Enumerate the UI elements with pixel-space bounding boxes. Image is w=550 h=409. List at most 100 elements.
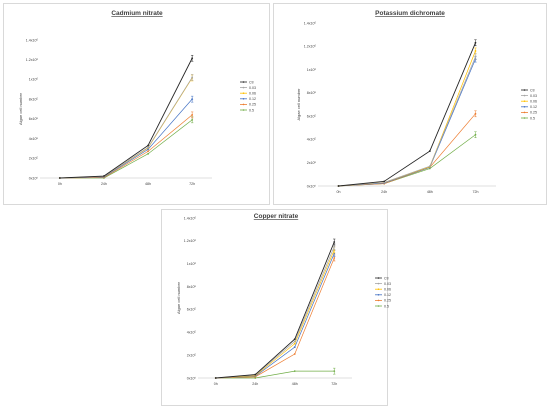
- y-axis-title: Algae cell number: [176, 281, 181, 314]
- data-point: [147, 146, 149, 149]
- y-tick-label: 8x10⁵: [29, 97, 39, 101]
- legend-marker: [242, 98, 245, 100]
- legend-marker: [242, 103, 245, 106]
- data-point: [191, 98, 194, 101]
- data-point: [474, 133, 477, 136]
- data-point: [474, 55, 477, 58]
- data-point: [333, 370, 336, 373]
- y-tick-label: 2x10⁵: [187, 353, 197, 357]
- data-point: [293, 340, 296, 343]
- legend-marker: [377, 282, 380, 285]
- data-point: [474, 50, 477, 52]
- series-line-0-03: [338, 56, 476, 187]
- chart-panel-cadmium-nitrate: Cadmium nitrate Algae cell number 0x10⁰ 2x1…: [3, 3, 270, 205]
- legend-label: 0.06: [530, 100, 537, 104]
- data-point: [191, 57, 194, 60]
- y-tick-label: 1.4x10⁶: [26, 38, 39, 42]
- chart-potassium-dichromate: Potassium dichromate Algae cell number 0x1…: [296, 10, 537, 194]
- legend-marker: [523, 94, 526, 97]
- legend-label: 0.03: [249, 86, 256, 90]
- legend-label: 0.5: [384, 304, 389, 308]
- legend-label: 0.03: [530, 94, 537, 98]
- x-tick-label: 0h: [58, 182, 62, 186]
- series-line-0-06: [215, 249, 335, 379]
- x-tick-label: 24h: [381, 190, 387, 194]
- legend-marker: [523, 117, 526, 119]
- legend-label: 0.12: [530, 105, 537, 109]
- legend-marker: [377, 277, 380, 279]
- chart-title: Potassium dichromate: [375, 10, 445, 17]
- legend-marker: [523, 111, 526, 114]
- y-tick-label: 2x10⁵: [29, 157, 39, 161]
- data-point: [293, 342, 296, 345]
- legend-label: 0.25: [530, 111, 537, 115]
- x-tick-label: 24h: [101, 182, 107, 186]
- series-line-0-03: [215, 246, 335, 379]
- chart-cadmium-nitrate: Cadmium nitrate Algae cell number 0x10⁰ 2x1…: [18, 10, 256, 186]
- legend-label: 0.25: [384, 299, 391, 303]
- y-tick-label: 1x10⁶: [187, 262, 197, 266]
- y-tick-label: 2x10⁵: [307, 161, 317, 165]
- x-tick-label: 72h: [472, 190, 478, 194]
- x-tick-label: 48h: [427, 190, 433, 194]
- y-axis-title: Algae cell number: [296, 88, 301, 121]
- y-tick-label: 6x10⁵: [187, 308, 197, 312]
- y-tick-label: 0x10⁰: [307, 184, 317, 188]
- x-tick-label: 0h: [337, 190, 341, 194]
- x-tick-label: 72h: [189, 182, 195, 186]
- y-tick-label: 1x10⁶: [29, 78, 39, 82]
- data-point: [191, 76, 194, 79]
- chart-title: Copper nitrate: [254, 213, 299, 220]
- legend-label: Ctr: [530, 88, 536, 92]
- data-point: [383, 180, 386, 183]
- y-tick-label: 8x10⁵: [307, 91, 317, 95]
- legend-marker: [523, 106, 526, 108]
- data-point: [428, 165, 431, 168]
- series-line-ctr: [59, 58, 193, 179]
- y-tick-label: 8x10⁵: [187, 285, 197, 289]
- series-line-0-12: [338, 58, 476, 187]
- y-tick-label: 6x10⁵: [307, 114, 317, 118]
- data-point: [191, 114, 194, 116]
- y-tick-label: 4x10⁵: [187, 331, 197, 335]
- y-tick-label: 0x10⁰: [29, 176, 39, 180]
- data-point: [147, 144, 149, 147]
- y-axis-title: Algae cell number: [18, 92, 23, 125]
- data-point: [428, 150, 431, 152]
- data-point: [333, 241, 336, 243]
- legend-label: 0.25: [249, 103, 256, 107]
- series-line-ctr: [215, 241, 335, 379]
- series-line-0-5: [59, 119, 193, 179]
- data-point: [254, 373, 257, 376]
- legend-label: 0.12: [384, 293, 391, 297]
- data-point: [293, 346, 296, 349]
- legend-marker: [377, 299, 380, 302]
- legend-marker: [523, 89, 526, 91]
- data-point: [474, 41, 477, 44]
- y-tick-label: 1.2x10⁶: [26, 58, 39, 62]
- x-tick-label: 72h: [331, 382, 337, 386]
- legend-marker: [377, 288, 380, 290]
- data-point: [293, 370, 296, 373]
- y-tick-label: 1x10⁶: [307, 68, 317, 72]
- series-line-0-5: [338, 134, 476, 187]
- y-tick-label: 6x10⁵: [29, 117, 39, 121]
- legend-label: 0.5: [530, 116, 535, 120]
- legend-marker: [377, 294, 380, 296]
- x-tick-label: 48h: [145, 182, 151, 186]
- legend-marker: [377, 305, 380, 307]
- y-tick-label: 4x10⁵: [29, 137, 39, 141]
- data-point: [147, 148, 149, 151]
- chart-title: Cadmium nitrate: [111, 10, 163, 17]
- data-point: [58, 177, 61, 179]
- data-point: [333, 245, 336, 248]
- legend-label: 0.06: [249, 92, 256, 96]
- data-point: [103, 175, 105, 177]
- data-point: [293, 353, 296, 355]
- data-point: [333, 257, 336, 259]
- legend-label: 0.12: [249, 97, 256, 101]
- series-line-0-25: [59, 114, 193, 179]
- x-tick-label: 48h: [292, 382, 298, 386]
- series-line-0-5: [215, 370, 335, 379]
- series-line-ctr: [338, 42, 476, 187]
